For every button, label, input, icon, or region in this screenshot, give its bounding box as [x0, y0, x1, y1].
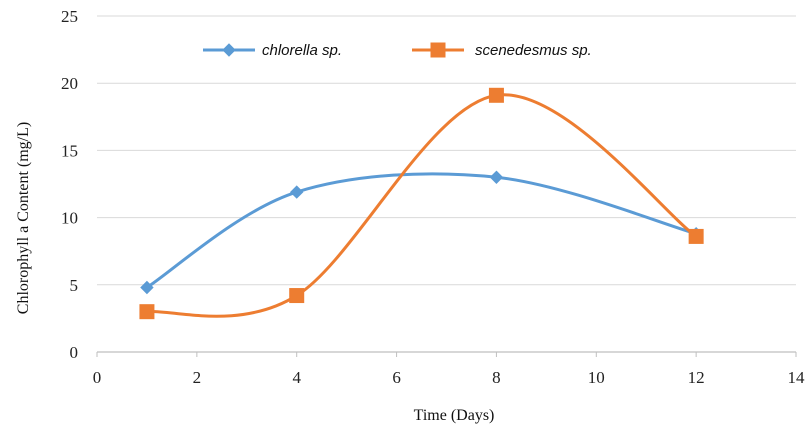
data-point-scenedesmus-day-4	[289, 288, 305, 304]
data-point-chlorella-day-4	[290, 185, 304, 199]
x-tick-labels: 0 2 4 6 8 10 12 14	[93, 368, 805, 387]
x-tick-label-4: 4	[292, 368, 301, 387]
y-tick-label-15: 15	[61, 141, 78, 160]
legend-label-scenedesmus: scenedesmus sp.	[475, 42, 592, 59]
y-tick-label-0: 0	[70, 343, 79, 362]
series-layer	[139, 87, 704, 320]
x-tick-label-14: 14	[788, 368, 806, 387]
legend-marker-scenedesmus	[430, 42, 446, 58]
series-scenedesmus	[139, 87, 704, 320]
data-point-chlorella-day-8	[489, 170, 504, 184]
y-tick-labels: 0 5 10 15 20 25	[61, 7, 78, 362]
grid-lines	[97, 15, 796, 286]
y-tick-label-10: 10	[61, 209, 78, 228]
data-point-scenedesmus-day-1	[139, 304, 155, 320]
x-tick-label-6: 6	[392, 368, 401, 387]
legend-marker-chlorella	[222, 43, 236, 57]
legend-item-chlorella	[203, 43, 255, 57]
legend-item-scenedesmus	[412, 42, 464, 58]
x-tick-label-2: 2	[193, 368, 202, 387]
x-tick-label-10: 10	[588, 368, 605, 387]
x-axis-title: Time (Days)	[414, 407, 495, 424]
legend: chlorella sp. scenedesmus sp.	[203, 42, 592, 59]
series-line-scenedesmus	[146, 93, 698, 318]
data-point-chlorella-day-1	[140, 280, 154, 295]
data-point-scenedesmus-day-12	[688, 228, 704, 244]
legend-label-chlorella: chlorella sp.	[262, 42, 342, 59]
y-tick-label-5: 5	[70, 276, 79, 295]
data-point-scenedesmus-day-8	[488, 87, 504, 103]
x-tick-label-0: 0	[93, 368, 102, 387]
series-line-chlorella	[146, 172, 697, 289]
y-tick-label-20: 20	[61, 74, 78, 93]
y-axis-title: Chlorophyll a Content (mg/L)	[15, 122, 32, 314]
y-tick-label-25: 25	[61, 7, 78, 26]
axes	[96, 351, 797, 357]
series-chlorella	[140, 170, 703, 295]
x-tick-label-12: 12	[688, 368, 705, 387]
x-tick-label-8: 8	[492, 368, 501, 387]
